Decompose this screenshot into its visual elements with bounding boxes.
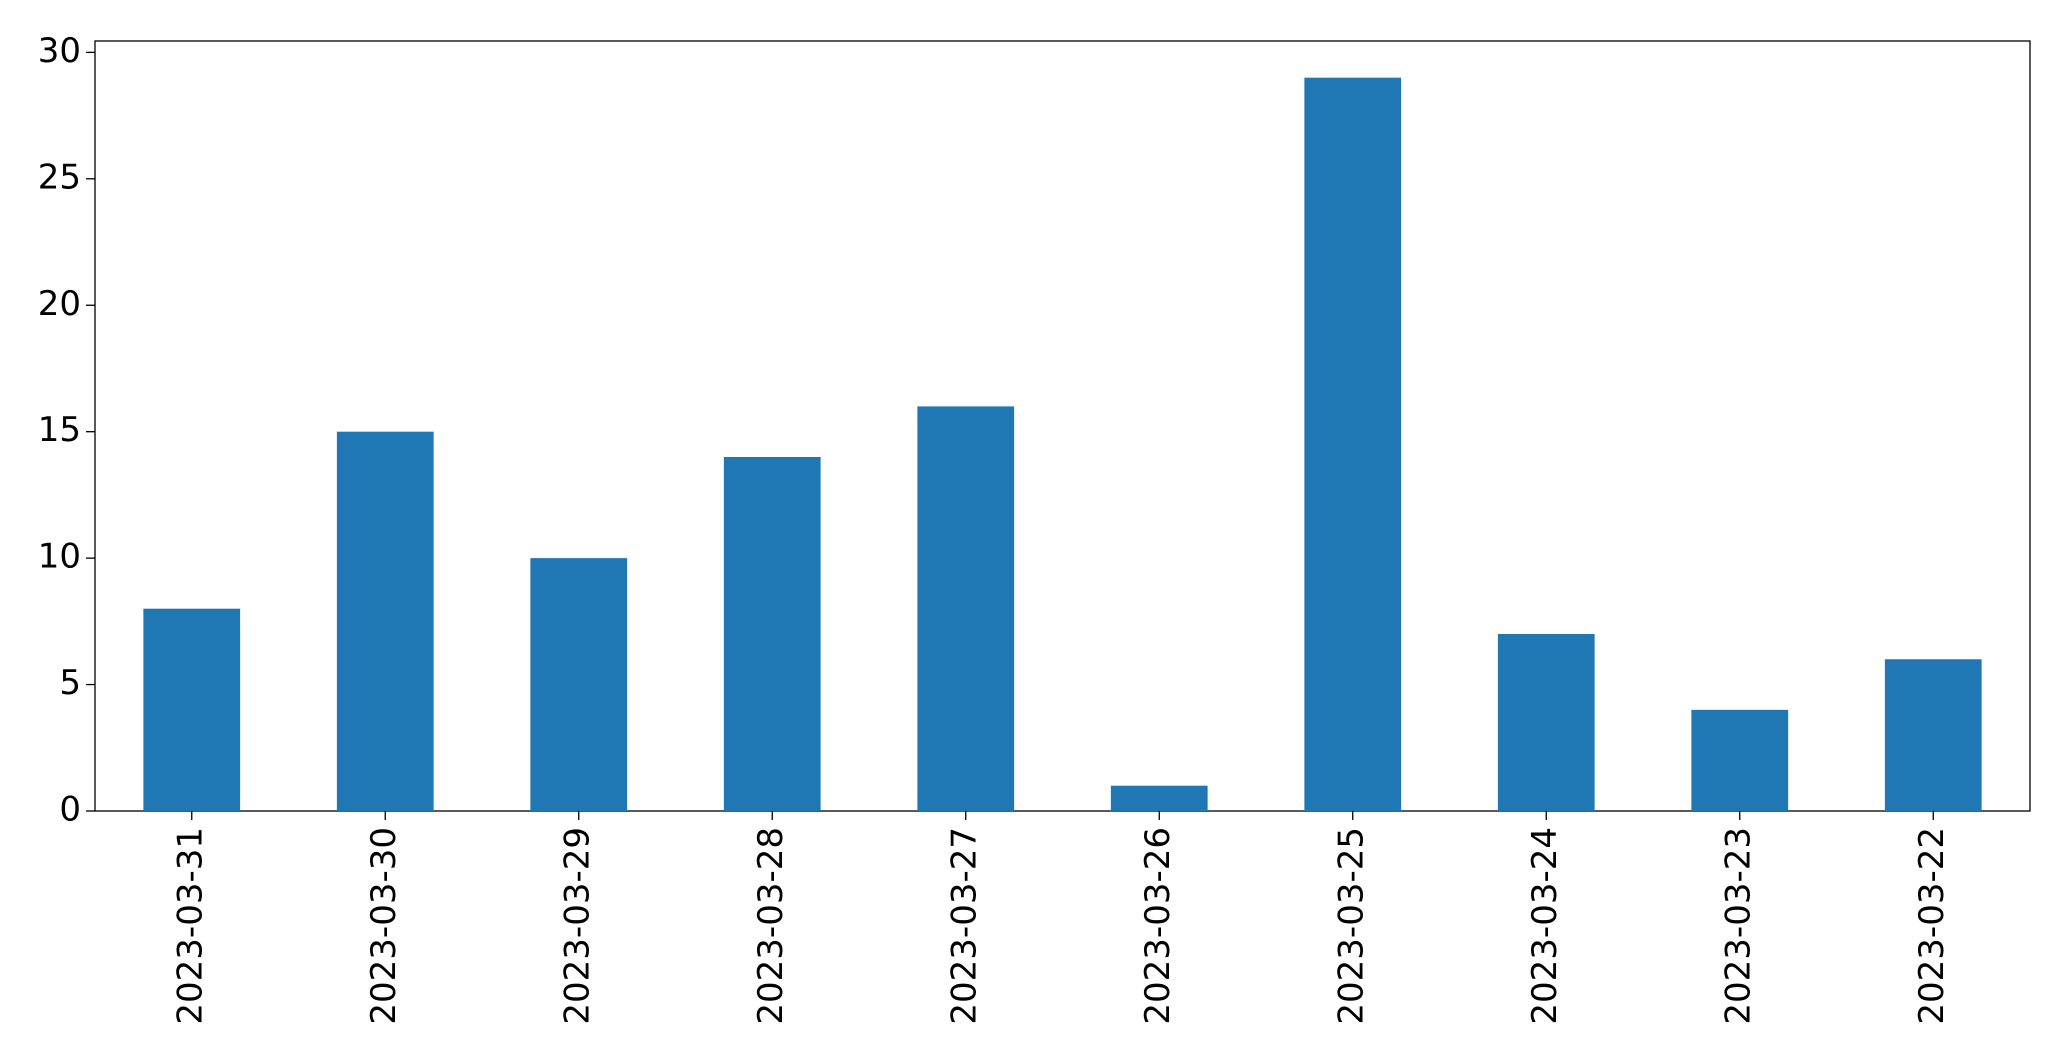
- x-tick-label: 2023-03-22: [1912, 827, 1952, 1025]
- bar: [917, 406, 1015, 811]
- x-tick-label: 2023-03-30: [364, 827, 404, 1025]
- bar: [143, 608, 241, 811]
- bar: [1497, 633, 1595, 811]
- bar: [336, 431, 434, 811]
- bar: [530, 558, 628, 811]
- bar: [1304, 77, 1402, 811]
- bar: [1884, 659, 1982, 811]
- bar: [723, 456, 821, 811]
- x-tick-label: 2023-03-28: [751, 827, 791, 1025]
- x-tick-label: 2023-03-25: [1331, 827, 1371, 1025]
- x-tick-label: 2023-03-23: [1718, 827, 1758, 1025]
- x-tick-label: 2023-03-31: [170, 827, 210, 1025]
- y-tick-label: 5: [59, 663, 81, 703]
- x-tick-label: 2023-03-27: [944, 827, 984, 1025]
- y-tick-label: 15: [38, 410, 81, 450]
- y-tick-label: 10: [38, 537, 81, 577]
- x-tick-label: 2023-03-26: [1138, 827, 1178, 1025]
- bar: [1110, 785, 1208, 811]
- bar: [1691, 709, 1789, 811]
- plot-frame: [94, 40, 2031, 812]
- y-tick-label: 0: [59, 790, 81, 830]
- x-tick-label: 2023-03-24: [1525, 827, 1565, 1025]
- y-tick-label: 25: [38, 157, 81, 197]
- y-tick-label: 20: [38, 284, 81, 324]
- x-tick-label: 2023-03-29: [557, 827, 597, 1025]
- y-tick-label: 30: [38, 31, 81, 71]
